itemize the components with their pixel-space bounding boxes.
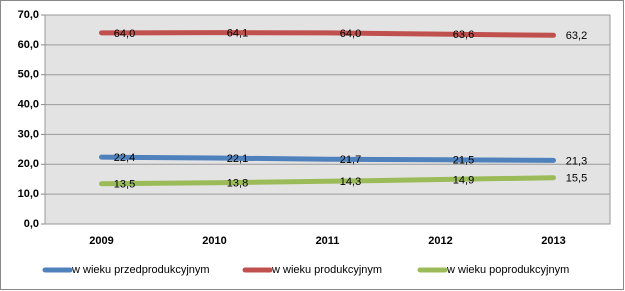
value-label: 64,0 <box>340 28 361 40</box>
value-label: 63,2 <box>566 30 587 42</box>
y-tick-label: 50,0 <box>18 69 39 81</box>
series-line <box>99 154 556 163</box>
series-line <box>99 175 556 187</box>
y-tick-label: 30,0 <box>18 128 39 140</box>
value-label: 21,7 <box>340 154 361 166</box>
y-tick-label: 20,0 <box>18 158 39 170</box>
value-label: 14,9 <box>453 174 474 186</box>
legend-label: w wieku poprodukcyjnym <box>446 264 569 276</box>
x-tick-label: 2013 <box>541 235 565 247</box>
legend-label: w wieku produkcyjnym <box>271 264 382 276</box>
value-label: 14,3 <box>340 176 361 188</box>
value-label: 13,8 <box>227 178 248 190</box>
value-label: 15,5 <box>566 173 587 185</box>
legend-label: w wieku przedprodukcyjnym <box>71 264 210 276</box>
y-tick-label: 60,0 <box>18 39 39 51</box>
x-tick-label: 2010 <box>202 235 226 247</box>
value-label: 13,5 <box>114 179 135 191</box>
x-tick-label: 2012 <box>428 235 452 247</box>
plot-area <box>44 14 611 225</box>
value-label: 64,1 <box>227 28 248 40</box>
series-line <box>99 30 556 38</box>
value-label: 21,3 <box>566 155 587 167</box>
value-label: 22,4 <box>114 152 135 164</box>
x-tick-label: 2011 <box>316 235 340 247</box>
y-tick-label: 10,0 <box>18 188 39 200</box>
value-label: 64,0 <box>114 28 135 40</box>
y-tick-label: 40,0 <box>18 98 39 110</box>
value-label: 63,6 <box>453 29 474 41</box>
value-label: 21,5 <box>453 155 474 167</box>
value-label: 22,1 <box>227 153 248 165</box>
y-tick-label: 70,0 <box>18 9 39 21</box>
x-tick-label: 2009 <box>89 235 113 247</box>
y-tick-label: 0,0 <box>24 218 39 230</box>
